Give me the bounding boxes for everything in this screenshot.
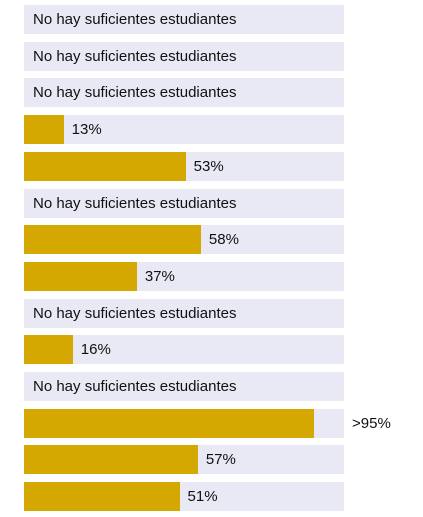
insufficient-students-label: No hay suficientes estudiantes — [33, 47, 237, 65]
bar — [24, 225, 201, 255]
bar — [24, 335, 73, 365]
insufficient-row: No hay suficientes estudiantes — [24, 5, 344, 34]
bar — [24, 151, 186, 181]
bar — [24, 261, 137, 291]
bar-row: 16% — [24, 335, 344, 365]
bar-row: >95% — [24, 408, 391, 438]
data-label: >95% — [352, 414, 391, 432]
data-label: 16% — [80, 341, 111, 359]
bar-row: 51% — [24, 482, 344, 512]
insufficient-row: No hay suficientes estudiantes — [24, 78, 344, 108]
insufficient-row: No hay suficientes estudiantes — [24, 372, 344, 401]
bar-row: 13% — [24, 115, 344, 145]
bar-row: 58% — [24, 225, 344, 255]
bar — [24, 445, 198, 475]
insufficient-students-label: No hay suficientes estudiantes — [33, 378, 237, 395]
bar — [24, 115, 64, 145]
insufficient-row: No hay suficientes estudiantes — [24, 298, 344, 328]
bar — [24, 408, 314, 438]
insufficient-students-label: No hay suficientes estudiantes — [33, 194, 237, 212]
bar-row: 37% — [24, 261, 344, 291]
data-label: 53% — [193, 157, 224, 175]
bar-row: 53% — [24, 151, 344, 181]
insufficient-students-label: No hay suficientes estudiantes — [33, 84, 237, 102]
insufficient-students-label: No hay suficientes estudiantes — [33, 11, 237, 28]
bar-row: 57% — [24, 445, 344, 475]
data-label: 37% — [144, 267, 175, 285]
data-label: 58% — [208, 231, 239, 249]
bar — [24, 482, 180, 512]
data-label: 57% — [205, 451, 236, 469]
data-label: 13% — [71, 121, 102, 139]
insufficient-row: No hay suficientes estudiantes — [24, 188, 344, 218]
insufficient-row: No hay suficientes estudiantes — [24, 41, 344, 71]
data-label: 51% — [187, 488, 218, 506]
insufficient-students-label: No hay suficientes estudiantes — [33, 304, 237, 322]
